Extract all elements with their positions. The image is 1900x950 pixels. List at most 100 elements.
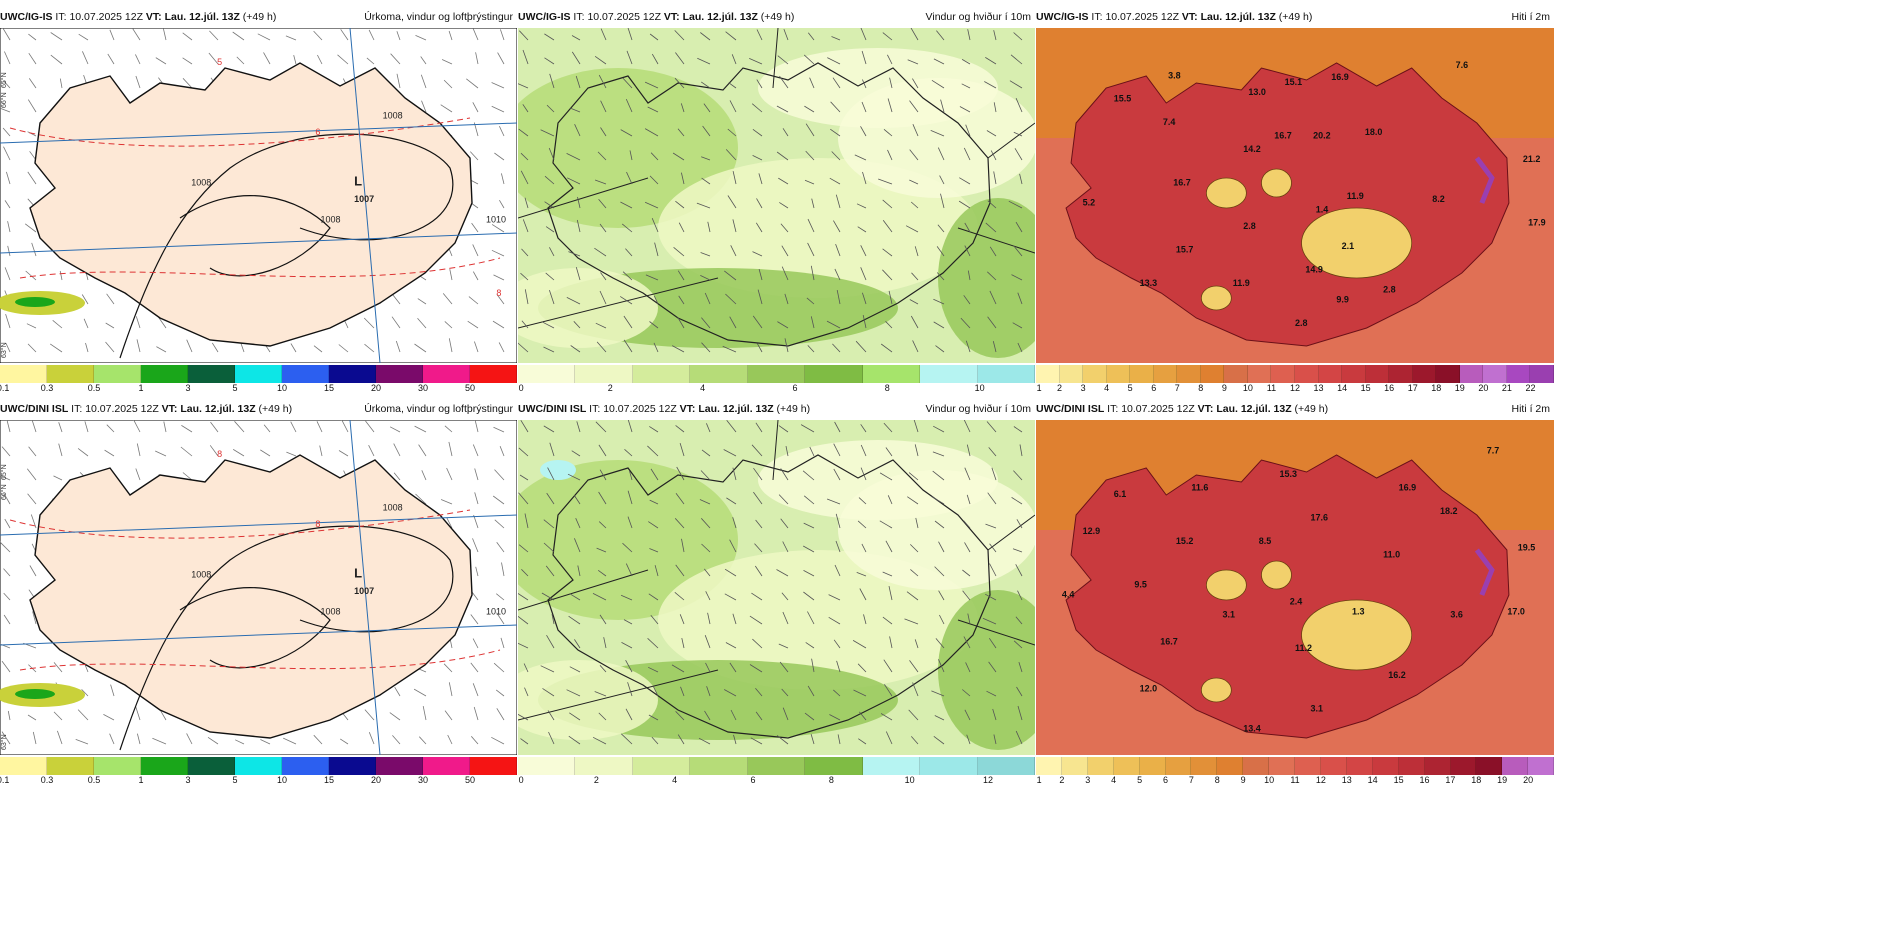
colorbar-swatch xyxy=(188,757,235,775)
wind-speed-area xyxy=(758,48,998,128)
colorbar-swatch xyxy=(1346,757,1373,775)
lead-time: (+49 h) xyxy=(258,403,293,415)
valid-time-label: VT: xyxy=(663,11,680,23)
temperature-value: 11.2 xyxy=(1295,643,1312,653)
lead-time: (+49 h) xyxy=(1278,11,1313,23)
colorbar-tick-label: 15 xyxy=(1393,775,1404,785)
map-canvas[interactable] xyxy=(518,420,1035,755)
panel-header: UWC/IG-IS IT: 10.07.2025 12Z VT: Lau. 12… xyxy=(0,8,517,26)
colorbar-swatch xyxy=(470,365,517,383)
colorbar-swatch xyxy=(690,757,748,775)
map-contour-label: 8 xyxy=(315,519,320,529)
temperature-value: 9.5 xyxy=(1134,580,1147,590)
panel-precip-dini-isl: UWC/DINI ISL IT: 10.07.2025 12Z VT: Lau.… xyxy=(0,400,517,785)
colorbar-tick-label: 10 xyxy=(276,383,288,393)
isobar xyxy=(179,587,331,669)
colorbar-tick-label: 16 xyxy=(1384,383,1395,393)
precip-core xyxy=(15,297,55,307)
map-canvas[interactable]: 7.7 6.1 11.6 15.3 16.9 12.9 15.2 8.5 17.6 18.2 11.… xyxy=(1036,420,1554,755)
temperature-value: 7.7 xyxy=(1487,446,1500,456)
colorbar-tick-label: 0 xyxy=(518,775,524,785)
temperature-value: 2.8 xyxy=(1295,318,1308,328)
valid-time: Lau. 12.júl. 13Z xyxy=(164,11,240,23)
graticule-line xyxy=(0,122,517,144)
colorbar-swatch xyxy=(1320,757,1347,775)
panel-temp-ig-is: UWC/IG-IS IT: 10.07.2025 12Z VT: Lau. 12… xyxy=(1036,8,1555,393)
colorbar-tick-label: 5 xyxy=(1127,383,1133,393)
valid-time: Lau. 12.júl. 13Z xyxy=(180,403,256,415)
colorbar xyxy=(0,365,517,383)
map-canvas[interactable]: 3.8 15.5 13.0 15.1 16.9 7.6 7.4 14.2 16.7 20.2 18.… xyxy=(1036,28,1554,363)
graticule-line xyxy=(349,28,381,363)
init-time-label: IT: xyxy=(1107,403,1119,415)
temperature-value: 17.6 xyxy=(1311,513,1329,523)
colorbar-swatch xyxy=(575,365,633,383)
graticule-line xyxy=(0,514,517,536)
temperature-value: 11.9 xyxy=(1233,278,1250,288)
colorbar-swatch xyxy=(0,365,47,383)
colorbar-swatch xyxy=(47,757,94,775)
map-canvas[interactable] xyxy=(518,28,1035,363)
colorbar-tick-label: 6 xyxy=(1162,775,1169,785)
colorbar-swatch xyxy=(1372,757,1399,775)
colorbar-swatch xyxy=(747,365,806,383)
isobar xyxy=(119,133,454,359)
colorbar-tick-label: 2 xyxy=(1059,775,1065,785)
colorbar-swatch xyxy=(1200,365,1225,383)
colorbar xyxy=(1036,757,1555,775)
colorbar-tick-label: 20 xyxy=(1523,775,1534,785)
colorbar-tick-label: 20 xyxy=(370,775,382,785)
colorbar-tick-label: 0.1 xyxy=(0,775,10,785)
map-canvas[interactable]: 1008 1008 1008 L 1007 1010 8 8 66°N 65°N 63°N xyxy=(0,420,517,755)
isotherm-dashed xyxy=(9,509,471,539)
temperature-value: 15.3 xyxy=(1280,469,1298,479)
colorbar-swatch xyxy=(1177,365,1201,383)
colorbar-tick-label: 3 xyxy=(1080,383,1086,393)
temperature-value: 7.6 xyxy=(1456,60,1469,70)
lead-time: (+49 h) xyxy=(776,403,811,415)
glacier-cold-area xyxy=(1205,177,1247,209)
glacier-cold-area xyxy=(1200,285,1232,311)
temperature-value: 9.9 xyxy=(1336,295,1349,305)
colorbar-tick-label: 9 xyxy=(1240,775,1246,785)
temperature-value: 17.9 xyxy=(1528,218,1546,228)
colorbar-swatch xyxy=(188,365,235,383)
temperature-value: 8.5 xyxy=(1259,536,1272,546)
colorbar-swatch xyxy=(1217,757,1244,775)
valid-time-label: VT: xyxy=(679,403,696,415)
model-source: UWC/IG-IS xyxy=(0,11,53,23)
colorbar-tick-label: 19 xyxy=(1497,775,1508,785)
colorbar-tick-label: 21 xyxy=(1501,383,1512,393)
wind-speed-area xyxy=(938,198,1035,358)
colorbar-swatch xyxy=(805,365,863,383)
colorbar-tick-label: 14 xyxy=(1367,775,1378,785)
valid-time: Lau. 12.júl. 13Z xyxy=(1216,403,1292,415)
panel-temp-dini-isl: UWC/DINI ISL IT: 10.07.2025 12Z VT: Lau.… xyxy=(1036,400,1555,785)
temperature-value: 20.2 xyxy=(1313,131,1331,141)
valid-time-label: VT: xyxy=(161,403,178,415)
colorbar-tick-label: 1 xyxy=(138,775,144,785)
map-canvas[interactable]: 1008 1008 1008 L 1007 1010 5 6 8 66°N 65°N 63°N xyxy=(0,28,517,363)
colorbar-tick-label: 0.5 xyxy=(87,775,101,785)
graticule-line xyxy=(0,624,517,646)
temperature-value: 19.5 xyxy=(1518,543,1536,553)
colorbar-swatch xyxy=(575,757,633,775)
model-source: UWC/DINI ISL xyxy=(1036,403,1105,415)
temperature-value: 17.0 xyxy=(1507,606,1525,616)
colorbar-swatch xyxy=(141,365,188,383)
colorbar-swatch xyxy=(1389,365,1413,383)
colorbar-swatch xyxy=(1224,365,1248,383)
colorbar-ticks: 0.1 0.3 0.5 1 3 5 10 15 20 30 50 xyxy=(0,383,517,395)
iceland-temperature xyxy=(1065,62,1510,347)
colorbar-tick-label: 7 xyxy=(1188,775,1194,785)
temperature-value: 15.7 xyxy=(1176,245,1194,255)
colorbar-ticks: 0 2 4 6 8 10 xyxy=(518,383,1035,395)
temperature-value: 16.7 xyxy=(1173,177,1191,187)
colorbar-swatch xyxy=(1083,365,1107,383)
colorbar-tick-label: 1 xyxy=(138,383,144,393)
temperature-value: 16.9 xyxy=(1331,72,1349,82)
colorbar-tick-label: 16 xyxy=(1419,775,1430,785)
init-time: 10.07.2025 12Z xyxy=(587,11,661,23)
colorbar-swatch xyxy=(329,757,376,775)
colorbar-swatch xyxy=(1036,365,1060,383)
